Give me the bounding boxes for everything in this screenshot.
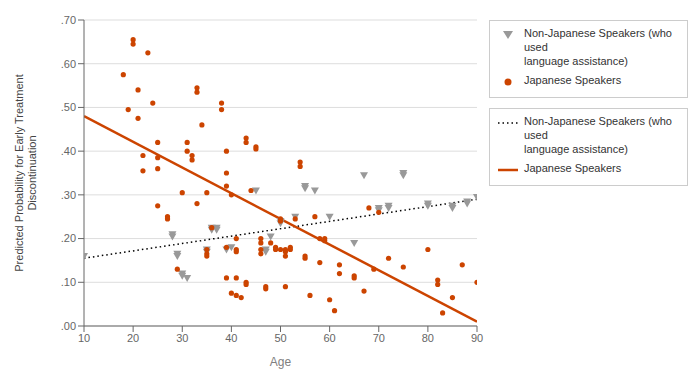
svg-text:10: 10 xyxy=(78,332,90,344)
html-text:Japanese Speakers: Japanese Speakers xyxy=(524,162,622,174)
svg-text:90: 90 xyxy=(471,332,483,344)
svg-text:.30: .30 xyxy=(61,189,76,201)
svg-text:Age: Age xyxy=(270,355,292,369)
svg-text:70: 70 xyxy=(373,332,385,344)
html-text:language assistance): language assistance) xyxy=(524,143,628,155)
svg-text:Predicted Probability for Earl: Predicted Probability for Early Treatmen… xyxy=(13,74,38,271)
svg-text:.00: .00 xyxy=(61,320,76,332)
html-text:Japanese Speakers: Japanese Speakers xyxy=(524,74,622,86)
svg-text:40: 40 xyxy=(225,332,237,344)
svg-text:.20: .20 xyxy=(61,232,76,244)
svg-text:30: 30 xyxy=(176,332,188,344)
html-text:language assistance): language assistance) xyxy=(524,55,628,67)
svg-text:.50: .50 xyxy=(61,101,76,113)
svg-text:.70: .70 xyxy=(61,14,76,26)
svg-text:60: 60 xyxy=(324,332,336,344)
svg-text:20: 20 xyxy=(127,332,139,344)
svg-text:.10: .10 xyxy=(61,276,76,288)
svg-text:80: 80 xyxy=(422,332,434,344)
svg-text:50: 50 xyxy=(274,332,286,344)
svg-text:.40: .40 xyxy=(61,145,76,157)
svg-text:.60: .60 xyxy=(61,58,76,70)
html-text:Non-Japanese Speakers (who use: Non-Japanese Speakers (who used xyxy=(524,27,672,53)
html-text:Non-Japanese Speakers (who use: Non-Japanese Speakers (who used xyxy=(524,115,672,141)
